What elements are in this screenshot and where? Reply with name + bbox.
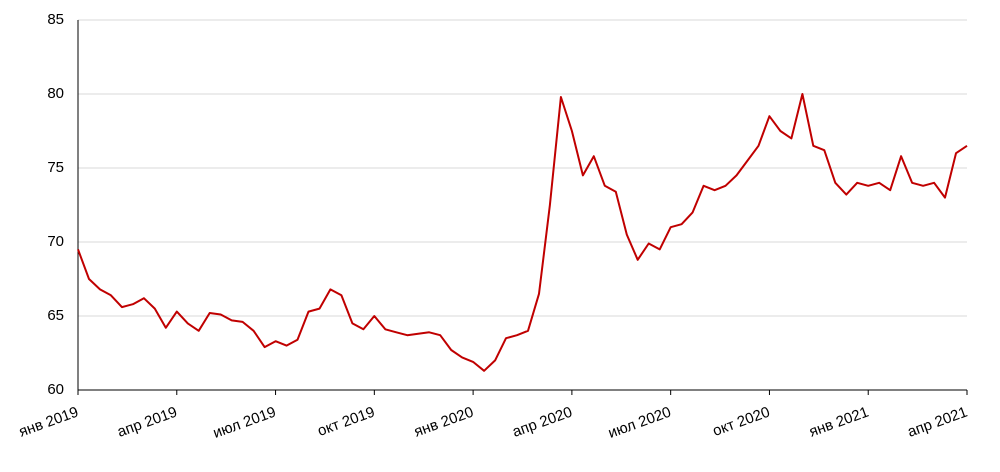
y-tick-label: 80 — [47, 85, 64, 102]
y-tick-label: 75 — [47, 159, 64, 176]
x-tick-label: окт 2020 — [710, 404, 772, 440]
x-tick-label: апр 2020 — [510, 404, 574, 441]
x-tick-label: окт 2019 — [315, 404, 377, 440]
x-tick-label: янв 2021 — [807, 404, 871, 441]
x-tick-label: июл 2020 — [606, 404, 673, 442]
x-tick-label: янв 2020 — [412, 404, 476, 441]
y-tick-label: 85 — [47, 11, 64, 28]
x-tick-label: июл 2019 — [211, 404, 278, 442]
x-tick-label: апр 2021 — [905, 404, 969, 441]
x-tick-label: апр 2019 — [115, 404, 179, 441]
x-tick-label: янв 2019 — [17, 404, 81, 441]
y-tick-label: 70 — [47, 233, 64, 250]
y-tick-label: 65 — [47, 307, 64, 324]
y-tick-label: 60 — [47, 381, 64, 398]
line-series — [77, 93, 968, 372]
